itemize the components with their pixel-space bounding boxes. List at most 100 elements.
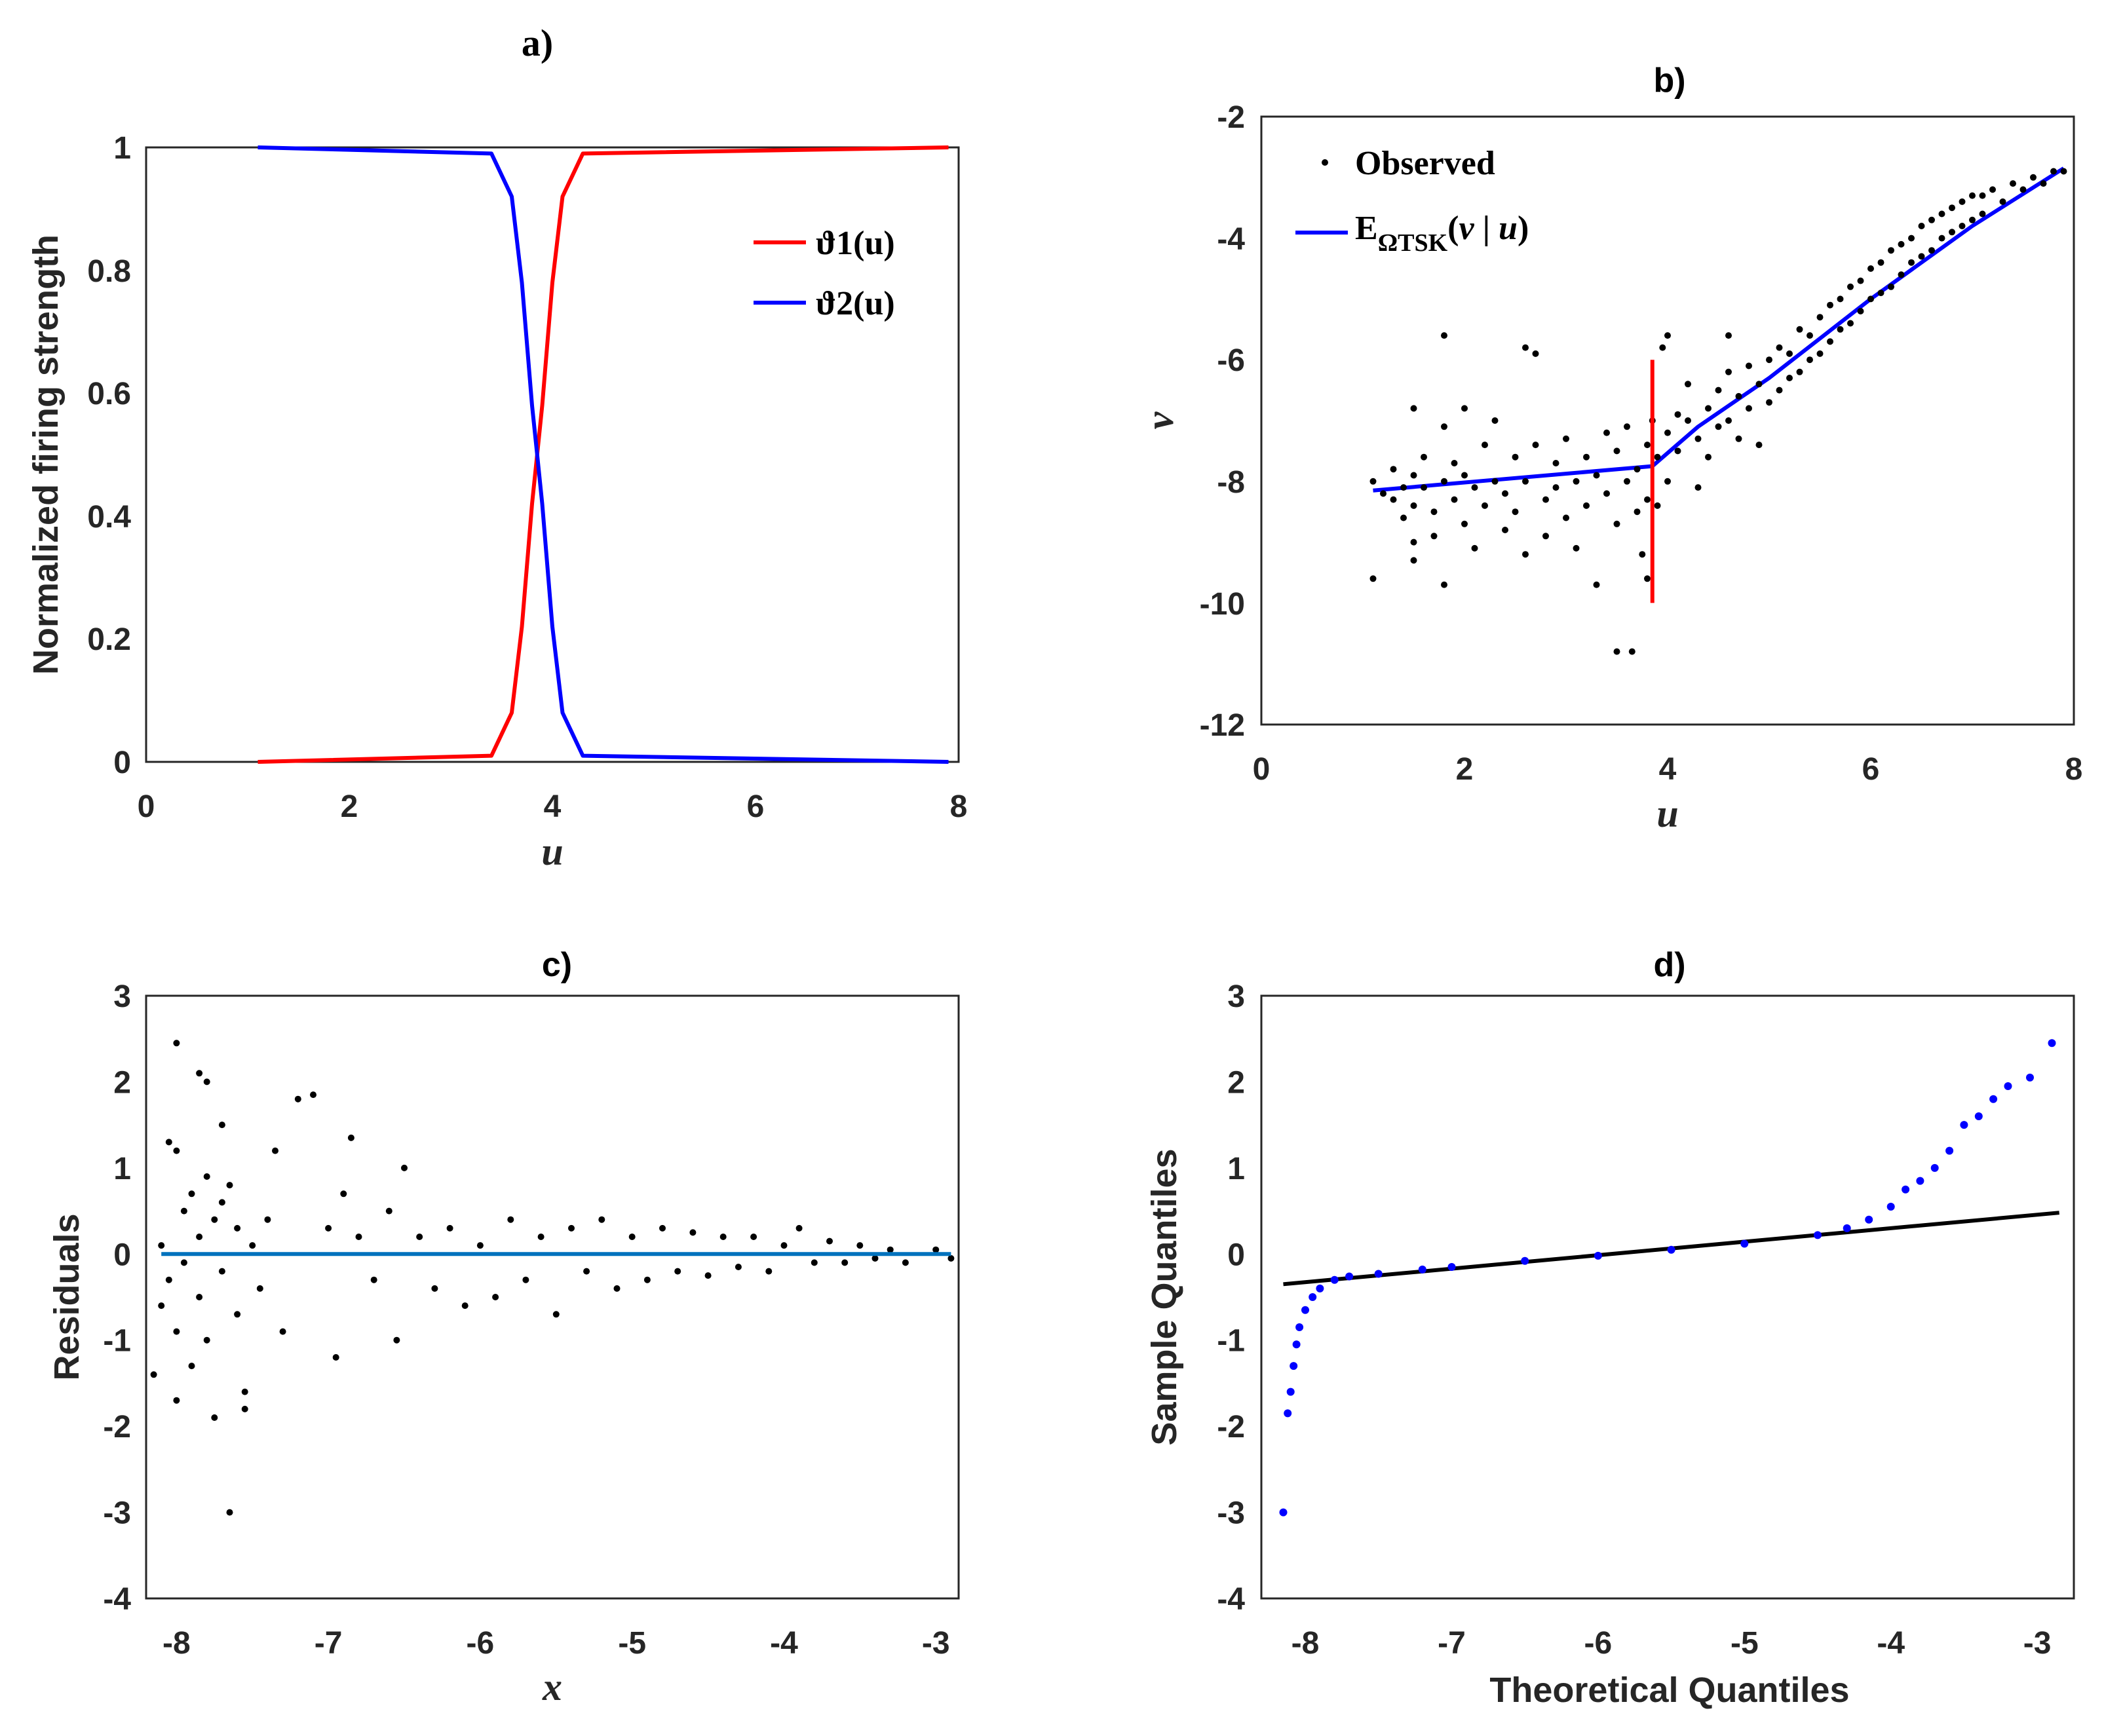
observed-point-93 (1766, 399, 1772, 406)
panel-a-ylabel: Normalized firing strength (26, 235, 66, 675)
legend-label-fit: EΩTSK(v | u) (1355, 210, 1529, 257)
observed-point-102 (1816, 314, 1824, 321)
observed-point-22 (1461, 405, 1468, 412)
observed-point-74 (1674, 447, 1681, 455)
observed-point-101 (1807, 356, 1813, 364)
observed-point-34 (1512, 508, 1519, 516)
observed-point-30 (1491, 478, 1499, 485)
a-xtick-4: 4 (544, 789, 562, 824)
observed-point-77 (1694, 435, 1702, 442)
observed-point-139 (2019, 186, 2027, 193)
qq-point-31 (2048, 1039, 2056, 1047)
b-ytick-neg8: -8 (1217, 465, 1245, 500)
observed-point-131 (1959, 223, 1966, 229)
residual-point-66 (719, 1234, 727, 1240)
legend-fit-bar: | (1474, 210, 1499, 247)
d-ytick-5: 1 (1227, 1152, 1245, 1186)
residual-point-67 (735, 1264, 742, 1270)
residual-point-29 (241, 1405, 248, 1412)
observed-point-13 (1421, 453, 1427, 461)
b-xtick-4: 4 (1659, 752, 1677, 787)
residual-point-53 (522, 1276, 529, 1283)
c-ytick-5: 1 (113, 1152, 131, 1186)
residual-point-26 (234, 1224, 241, 1232)
residual-point-62 (659, 1224, 666, 1232)
observed-point-45 (1563, 514, 1569, 521)
panel-c-xlabel: x (542, 1665, 562, 1708)
panel-d-axes (1260, 994, 2075, 1600)
observed-point-122 (1918, 223, 1925, 229)
observed-point-90 (1755, 381, 1763, 388)
qq-point-21 (1886, 1203, 1895, 1211)
observed-point-41 (1542, 533, 1549, 540)
observed-point-25 (1471, 484, 1478, 491)
observed-point-111 (1857, 308, 1864, 314)
observed-point-50 (1593, 472, 1600, 479)
observed-point-95 (1776, 387, 1783, 394)
observed-point-37 (1522, 344, 1529, 351)
a-ytick-0.4: 0.4 (87, 500, 131, 535)
b-xtick-8: 8 (2065, 752, 2083, 787)
observed-point-40 (1542, 496, 1549, 503)
observed-point-105 (1827, 338, 1833, 345)
qq-point-17 (1740, 1239, 1749, 1248)
residual-point-37 (325, 1224, 332, 1232)
residual-point-70 (780, 1242, 788, 1249)
panel-a: a) 0 2 4 6 8 0 0.2 0.4 0.6 0.8 1 u Norma… (26, 22, 967, 873)
c-xtick-4: -4 (770, 1626, 798, 1661)
c-ytick-0: -4 (103, 1582, 131, 1617)
observed-point-75 (1685, 417, 1691, 424)
observed-point-84 (1725, 417, 1732, 424)
observed-point-10 (1410, 538, 1417, 546)
observed-point-33 (1512, 453, 1519, 461)
observed-point-127 (1938, 235, 1945, 242)
qq-point-5 (1295, 1323, 1304, 1331)
observed-point-57 (1624, 478, 1630, 485)
qq-point-26 (1960, 1121, 1968, 1129)
observed-point-49 (1583, 502, 1590, 509)
observed-point-20 (1451, 460, 1458, 466)
residual-point-8 (173, 1397, 180, 1404)
panel-d-y-ticks: -4 -3 -2 -1 0 1 2 3 (1217, 979, 1245, 1617)
b-xtick-6: 6 (1862, 752, 1880, 787)
panel-d-xlabel: Theoretical Quantiles (1489, 1670, 1849, 1710)
residual-point-49 (461, 1302, 469, 1310)
observed-point-82 (1715, 423, 1722, 430)
legend-fit-u: u (1499, 210, 1518, 247)
observed-point-123 (1918, 253, 1925, 260)
observed-point-42 (1552, 460, 1559, 466)
panel-c-axes (145, 994, 960, 1600)
qq-point-0 (1279, 1508, 1288, 1517)
qq-point-28 (1989, 1095, 1998, 1103)
observed-point-81 (1715, 387, 1722, 394)
qq-point-12 (1418, 1265, 1426, 1274)
observed-point-115 (1877, 290, 1884, 297)
residual-point-33 (272, 1147, 278, 1154)
observed-point-65 (1644, 496, 1651, 503)
observed-point-124 (1928, 216, 1935, 223)
observed-point-21 (1451, 496, 1458, 503)
d-xtick-3: -5 (1731, 1626, 1759, 1661)
a-xtick-6: 6 (747, 789, 765, 824)
observed-point-104 (1827, 301, 1833, 309)
qq-point-14 (1521, 1256, 1529, 1265)
observed-point-58 (1624, 423, 1630, 430)
b-ytick-neg6: -6 (1217, 343, 1245, 378)
observed-point-108 (1847, 283, 1854, 290)
observed-point-118 (1898, 240, 1905, 248)
residual-point-50 (476, 1242, 484, 1249)
residual-point-65 (704, 1272, 712, 1279)
residual-point-40 (347, 1134, 354, 1141)
observed-point-135 (1979, 210, 1986, 217)
observed-point-1 (1369, 478, 1377, 485)
observed-point-3 (1390, 466, 1397, 473)
observed-point-119 (1898, 271, 1905, 278)
panel-a-series (258, 145, 949, 764)
residual-point-51 (492, 1294, 499, 1300)
legend-fit-open: ( (1447, 210, 1459, 247)
residual-point-59 (613, 1285, 621, 1292)
b-xtick-2: 2 (1456, 752, 1474, 787)
legend-fit-v: v (1459, 210, 1474, 247)
panel-b-y-ticks: -12 -10 -8 -6 -4 -2 (1200, 100, 1246, 743)
observed-point-129 (1949, 229, 1955, 236)
